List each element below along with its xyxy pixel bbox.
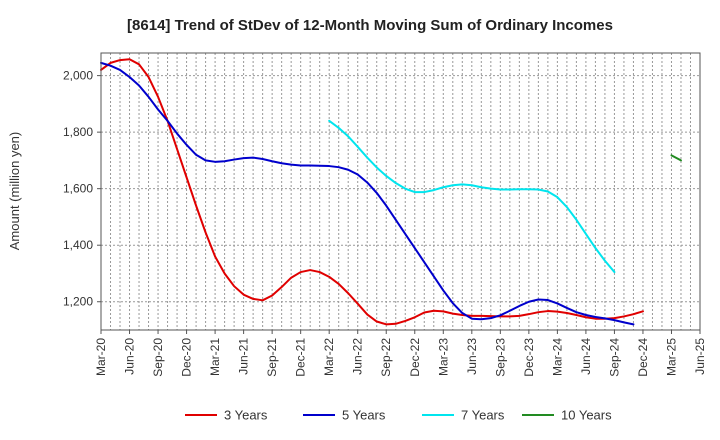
x-tick-label: Sep-22 <box>379 338 393 377</box>
legend: 3 Years 5 Years 7 Years 10 Years <box>185 408 612 423</box>
x-tick-label: Jun-24 <box>579 338 593 375</box>
x-tick-label: Mar-24 <box>550 338 564 376</box>
legend-item-7-years: 7 Years <box>422 408 505 423</box>
x-tick-label: Mar-20 <box>94 338 108 376</box>
x-tick-label: Sep-23 <box>493 338 507 377</box>
y-tick-label: 1,400 <box>63 238 93 252</box>
legend-item-3-years: 3 Years <box>185 408 268 423</box>
plot-frame <box>100 52 701 331</box>
x-tick-label: Dec-23 <box>522 338 536 377</box>
series-line-5-years <box>100 61 635 326</box>
legend-item-10-years: 10 Years <box>522 408 612 423</box>
x-tick-label: Dec-20 <box>180 338 194 377</box>
legend-label: 7 Years <box>461 408 505 423</box>
series-lines <box>100 58 682 326</box>
chart-title: [8614] Trend of StDev of 12-Month Moving… <box>127 17 613 34</box>
legend-label: 10 Years <box>561 408 612 423</box>
y-axis-title: Amount (million yen) <box>7 132 22 251</box>
legend-label: 3 Years <box>224 408 268 423</box>
x-tick-label: Jun-25 <box>693 338 707 375</box>
series-line-3-years <box>100 58 644 326</box>
x-tick-label: Sep-24 <box>607 338 621 377</box>
x-tick-label: Jun-21 <box>237 338 251 375</box>
y-axis-ticks: 1,200 1,400 1,600 1,800 2,000 <box>63 69 101 309</box>
x-tick-label: Mar-23 <box>436 338 450 376</box>
series-line-10-years <box>670 154 682 162</box>
plot-border <box>100 52 701 331</box>
x-tick-label: Dec-24 <box>636 338 650 377</box>
x-tick-label: Mar-25 <box>664 338 678 376</box>
y-tick-label: 1,600 <box>63 182 93 196</box>
series-line-7-years <box>328 119 616 274</box>
x-tick-label: Dec-22 <box>408 338 422 377</box>
x-tick-label: Dec-21 <box>294 338 308 377</box>
legend-label: 5 Years <box>342 408 386 423</box>
x-tick-label: Sep-20 <box>151 338 165 377</box>
legend-item-5-years: 5 Years <box>303 408 386 423</box>
x-axis-ticks: Mar-20 Jun-20 Sep-20 Dec-20 Mar-21 Jun-21 Sep-… <box>94 330 707 377</box>
x-tick-label: Mar-22 <box>322 338 336 376</box>
y-tick-label: 2,000 <box>63 69 93 83</box>
x-tick-label: Jun-20 <box>123 338 137 375</box>
x-tick-label: Sep-21 <box>265 338 279 377</box>
y-tick-label: 1,800 <box>63 125 93 139</box>
x-tick-label: Jun-23 <box>465 338 479 375</box>
x-tick-label: Mar-21 <box>208 338 222 376</box>
y-tick-label: 1,200 <box>63 295 93 309</box>
x-tick-label: Jun-22 <box>351 338 365 375</box>
